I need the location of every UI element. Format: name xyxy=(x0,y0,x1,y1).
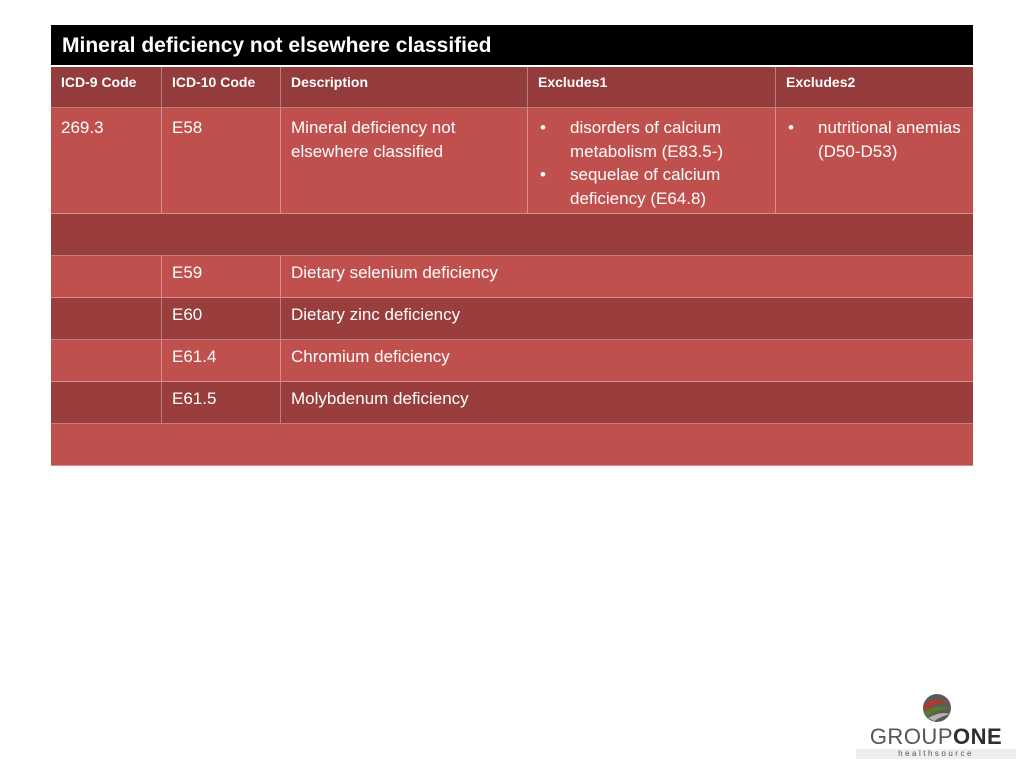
cell-icd9: 269.3 xyxy=(51,108,162,214)
cell-description: Mineral deficiency not elsewhere classif… xyxy=(281,108,528,214)
cell-icd10: E61.4 xyxy=(162,340,281,382)
cell-icd10: E59 xyxy=(162,256,281,298)
table-row: E61.5 Molybdenum deficiency xyxy=(51,382,973,424)
header-icd9: ICD-9 Code xyxy=(51,67,162,108)
header-icd10: ICD-10 Code xyxy=(162,67,281,108)
logo-tagline: healthsource xyxy=(856,749,1016,759)
table-grid: ICD-9 Code ICD-10 Code Description Exclu… xyxy=(51,65,973,108)
cell-icd9 xyxy=(51,256,162,298)
table-row: E59 Dietary selenium deficiency xyxy=(51,256,973,298)
table-row-empty xyxy=(51,214,973,256)
table-row: E60 Dietary zinc deficiency xyxy=(51,298,973,340)
logo-wordmark: GROUPONE xyxy=(856,726,1016,748)
header-description: Description xyxy=(281,67,528,108)
cell-excludes1: disorders of calcium metabolism (E83.5-)… xyxy=(528,108,776,214)
cell-icd9 xyxy=(51,382,162,424)
icd-code-table: Mineral deficiency not elsewhere classif… xyxy=(51,25,973,466)
list-item: sequelae of calcium deficiency (E64.8) xyxy=(538,163,767,210)
globe-icon xyxy=(923,694,951,722)
header-excludes1: Excludes1 xyxy=(528,67,776,108)
cell-description: Dietary zinc deficiency xyxy=(281,298,973,340)
empty-cell xyxy=(51,424,973,466)
groupone-logo: GROUPONE healthsource xyxy=(856,692,1016,760)
list-item: nutritional anemias (D50-D53) xyxy=(786,116,965,163)
logo-word-one: ONE xyxy=(953,724,1003,749)
table-title: Mineral deficiency not elsewhere classif… xyxy=(51,25,973,65)
cell-icd10: E58 xyxy=(162,108,281,214)
cell-icd10: E61.5 xyxy=(162,382,281,424)
header-excludes2: Excludes2 xyxy=(776,67,973,108)
cell-icd9 xyxy=(51,298,162,340)
cell-icd10: E60 xyxy=(162,298,281,340)
list-item: disorders of calcium metabolism (E83.5-) xyxy=(538,116,767,163)
cell-icd9 xyxy=(51,340,162,382)
excludes1-list: disorders of calcium metabolism (E83.5-)… xyxy=(538,116,767,210)
table-row-empty xyxy=(51,424,973,466)
cell-description: Molybdenum deficiency xyxy=(281,382,973,424)
excludes2-list: nutritional anemias (D50-D53) xyxy=(786,116,965,163)
empty-cell xyxy=(51,214,973,256)
cell-description: Chromium deficiency xyxy=(281,340,973,382)
cell-description: Dietary selenium deficiency xyxy=(281,256,973,298)
table-row: 269.3 E58 Mineral deficiency not elsewhe… xyxy=(51,108,973,214)
table-row: E61.4 Chromium deficiency xyxy=(51,340,973,382)
logo-word-group: GROUP xyxy=(869,724,953,749)
cell-excludes2: nutritional anemias (D50-D53) xyxy=(776,108,973,214)
